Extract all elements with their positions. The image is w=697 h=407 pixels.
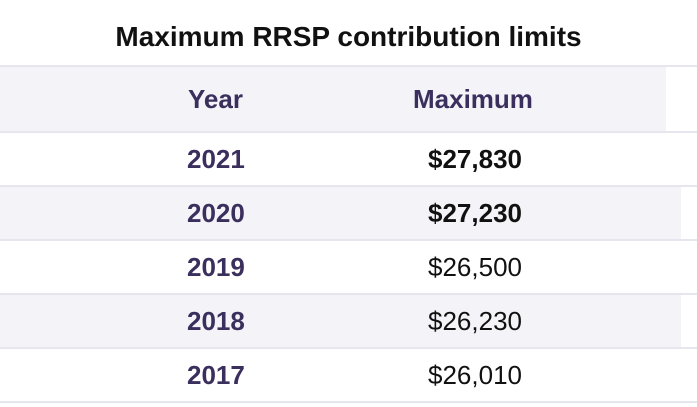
table-row: 2018 $26,230 xyxy=(0,293,697,348)
column-header-year: Year xyxy=(0,65,444,132)
row-year: 2021 xyxy=(0,131,444,186)
row-maximum: $27,830 xyxy=(428,131,681,186)
table-row: 2019 $26,500 xyxy=(0,239,697,294)
rrsp-limits-table: Year Maximum 2021 $27,830 2020 $27,230 2… xyxy=(0,65,697,403)
table-row: 2021 $27,830 xyxy=(0,131,697,186)
table-title: Maximum RRSP contribution limits xyxy=(115,21,582,52)
row-year: 2018 xyxy=(0,293,444,348)
row-maximum: $27,230 xyxy=(428,185,681,240)
table-header-row: Year Maximum xyxy=(0,65,697,132)
table-row: 2017 $26,010 xyxy=(0,347,697,403)
row-year: 2017 xyxy=(0,347,444,403)
row-year: 2020 xyxy=(0,185,444,240)
row-maximum: $26,010 xyxy=(428,347,681,403)
table-row: 2020 $27,230 xyxy=(0,185,697,240)
row-year: 2019 xyxy=(0,239,444,294)
row-maximum: $26,230 xyxy=(428,293,681,348)
row-maximum: $26,500 xyxy=(428,239,681,294)
column-header-maximum: Maximum xyxy=(413,65,666,132)
